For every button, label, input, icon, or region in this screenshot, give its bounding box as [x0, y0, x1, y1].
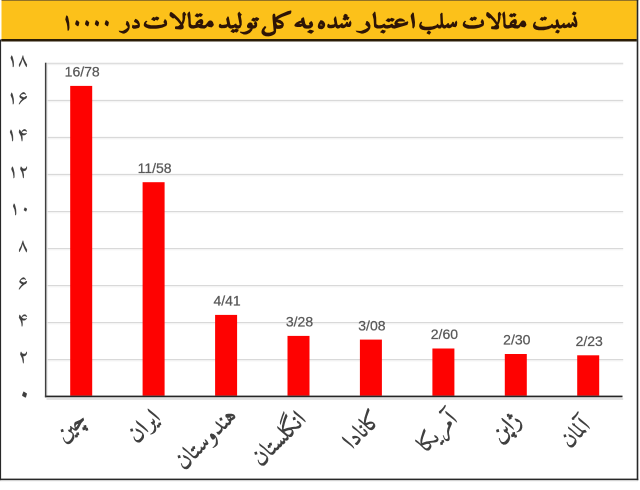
- svg-text:11/58: 11/58: [138, 160, 172, 176]
- svg-text:4/41: 4/41: [213, 293, 240, 309]
- svg-text:2/60: 2/60: [431, 326, 458, 342]
- svg-text:3/28: 3/28: [286, 314, 313, 330]
- svg-text:3/08: 3/08: [358, 317, 385, 333]
- svg-text:2/23: 2/23: [576, 333, 603, 349]
- svg-text:16/78: 16/78: [65, 64, 100, 80]
- svg-text:2/30: 2/30: [503, 332, 530, 348]
